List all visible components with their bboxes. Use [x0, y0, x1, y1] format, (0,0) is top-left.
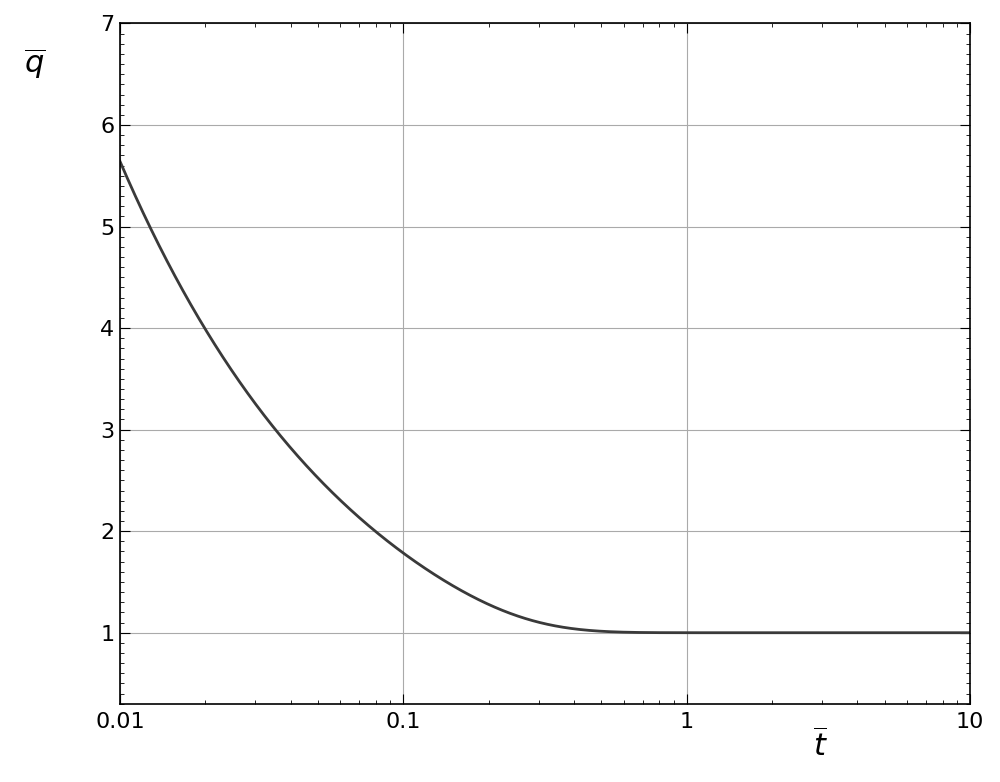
Text: $\overline{t}$: $\overline{t}$: [813, 728, 827, 762]
Text: $\overline{q}$: $\overline{q}$: [24, 47, 46, 82]
